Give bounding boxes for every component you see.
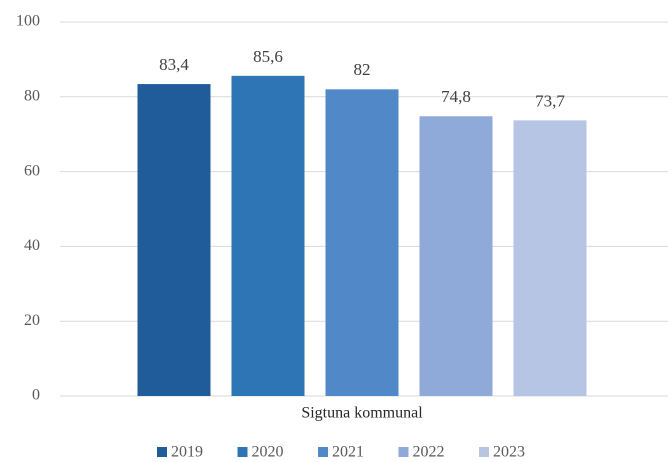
legend-label: 2022 <box>413 444 445 461</box>
bar <box>137 84 211 397</box>
legend-label: 2021 <box>332 444 364 461</box>
bar <box>419 116 493 397</box>
data-label: 73,7 <box>535 91 565 110</box>
y-tick-label: 20 <box>24 312 40 329</box>
legend-label: 2023 <box>493 444 525 461</box>
data-label: 82 <box>354 60 371 79</box>
legend-label: 2019 <box>171 444 203 461</box>
bar <box>231 75 305 396</box>
data-label: 85,6 <box>253 47 283 66</box>
bar <box>513 120 587 396</box>
legend-swatch <box>157 447 167 457</box>
legend-swatch <box>318 447 328 457</box>
bar <box>325 89 399 396</box>
legend-label: 2020 <box>252 444 284 461</box>
y-tick-label: 60 <box>24 162 40 179</box>
legend-swatch <box>237 447 248 457</box>
y-tick-label: 0 <box>32 387 40 404</box>
y-tick-label: 100 <box>16 13 40 30</box>
legend-swatch <box>479 447 489 457</box>
data-label: 74,8 <box>441 87 471 106</box>
x-tick-label: Sigtuna kommunal <box>301 405 423 422</box>
legend-swatch <box>398 447 409 457</box>
data-label: 83,4 <box>159 55 189 74</box>
y-tick-label: 40 <box>24 237 40 254</box>
y-tick-label: 80 <box>24 87 40 104</box>
